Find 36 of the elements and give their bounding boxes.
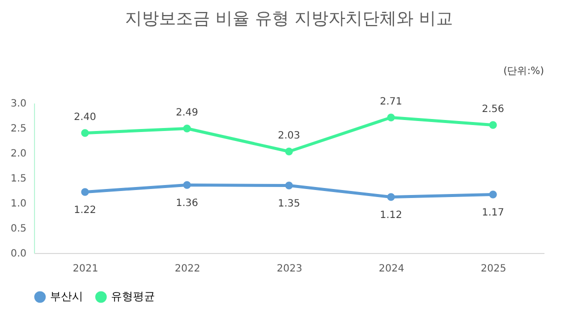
point [183, 124, 191, 132]
point [183, 181, 191, 189]
data-label: 1.17 [482, 208, 504, 218]
point [387, 193, 395, 201]
y-tick-label: 2.5 [10, 124, 26, 134]
x-tick-label: 2025 [480, 264, 506, 274]
data-label: 2.03 [278, 130, 300, 142]
data-label: 2.71 [380, 96, 402, 108]
point [81, 188, 89, 196]
y-tick-label: 1.0 [10, 198, 26, 210]
point [81, 129, 89, 137]
y-tick-label: 2.0 [10, 148, 26, 160]
data-label: 1.12 [380, 210, 402, 221]
x-tick-label: 2023 [276, 264, 302, 274]
data-label: 2.56 [482, 104, 504, 115]
data-label: 1.22 [74, 205, 96, 216]
x-tick-label: 2024 [378, 264, 404, 274]
legend-label: 유형평균 [111, 290, 155, 303]
data-label: 2.49 [176, 108, 198, 118]
x-tick-label: 2022 [174, 264, 200, 274]
data-label: 1.36 [176, 198, 198, 209]
point [489, 121, 497, 129]
point [285, 182, 293, 190]
data-label: 1.35 [278, 198, 300, 210]
point [387, 114, 395, 122]
x-tick-label: 2021 [72, 264, 98, 274]
point [489, 190, 497, 198]
text: (단위:%) [503, 66, 544, 77]
y-tick-label: 1.5 [10, 174, 26, 184]
point [285, 148, 293, 156]
data-label: 2.40 [74, 112, 96, 123]
y-tick-label: 0.5 [10, 224, 26, 234]
legend-label: 부산시 [50, 290, 83, 303]
y-tick-label: 0.0 [10, 248, 26, 260]
y-tick-label: 3.0 [10, 98, 26, 110]
chart-title: 지방보조금 비율 유형 지방자치단체와 비교 [125, 9, 453, 29]
